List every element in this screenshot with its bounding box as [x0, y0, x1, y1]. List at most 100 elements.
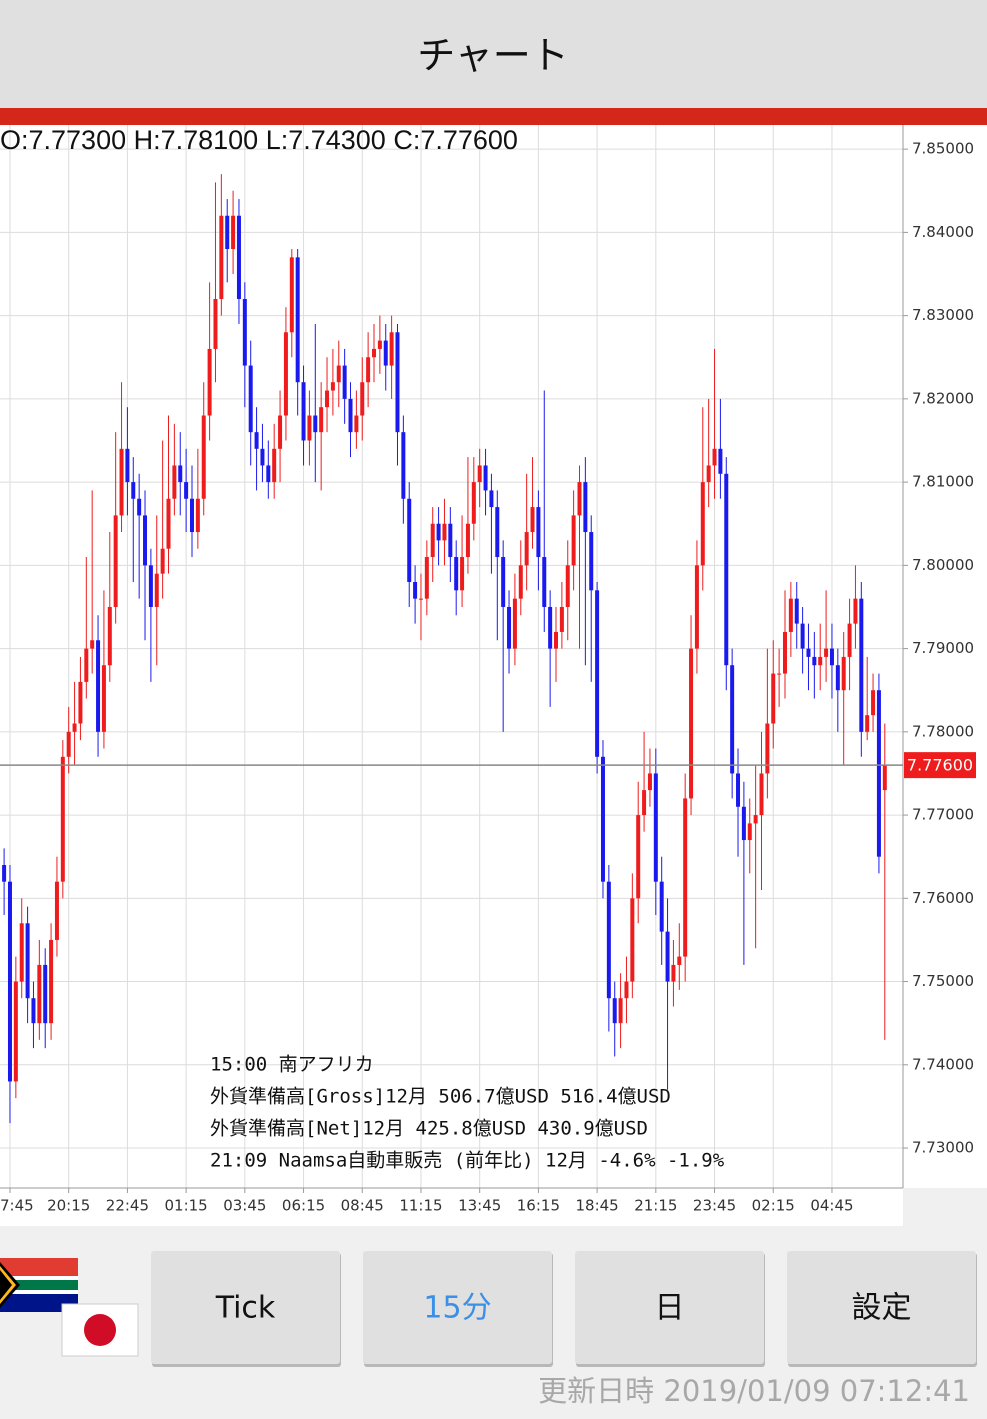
last-price-label: 7.77600 — [907, 756, 973, 775]
candles — [2, 174, 887, 1124]
tab-button[interactable]: 15分 — [363, 1251, 553, 1367]
button-label[interactable]: 15分 — [423, 1291, 491, 1326]
button-face[interactable] — [151, 1251, 340, 1364]
candle-body — [577, 482, 582, 516]
candle-body — [871, 690, 876, 716]
x-tick-label: 03:45 — [223, 1197, 266, 1215]
candle-body — [37, 964, 42, 1024]
candle-body — [336, 365, 341, 383]
candle-body — [231, 215, 236, 250]
y-tick-label: 7.73000 — [912, 1139, 974, 1157]
candle-body — [401, 432, 406, 499]
candle-body — [730, 665, 735, 774]
candle-body — [242, 298, 247, 366]
candle-body — [442, 523, 447, 541]
candle-body — [189, 498, 194, 533]
candle-body — [653, 773, 658, 882]
candle-body — [794, 598, 799, 624]
button-label[interactable]: Tick — [215, 1291, 276, 1326]
tab-button[interactable]: 設定 — [787, 1251, 977, 1367]
candle-body — [201, 415, 206, 499]
candle-body — [501, 557, 506, 607]
candle-body — [113, 515, 118, 607]
y-tick-label: 7.75000 — [912, 972, 974, 990]
candle-body — [465, 523, 470, 558]
button-face[interactable] — [575, 1251, 764, 1364]
candle-body — [777, 673, 782, 675]
x-tick-label: 04:45 — [810, 1197, 853, 1215]
candle-body — [418, 598, 423, 600]
candle-body — [765, 723, 770, 774]
candle-body — [301, 382, 306, 441]
candle-body — [753, 815, 758, 824]
tab-button[interactable]: Tick — [151, 1251, 341, 1367]
candle-body — [143, 515, 148, 566]
candle-body — [865, 715, 870, 732]
event-line: 15:00 南アフリカ — [210, 1054, 374, 1076]
event-line: 外貨準備高[Net]12月 425.8億USD 430.9億USD — [210, 1118, 648, 1140]
candle-body — [606, 881, 611, 999]
candle-body — [66, 731, 71, 757]
event-line: 外貨準備高[Gross]12月 506.7億USD 516.4億USD — [210, 1086, 671, 1108]
candle-body — [371, 348, 376, 358]
candle-body — [119, 448, 124, 516]
y-tick-label: 7.76000 — [912, 889, 974, 907]
candle-body — [319, 407, 324, 433]
candle-body — [219, 215, 224, 299]
button-label[interactable]: 設定 — [852, 1291, 912, 1326]
candle-body — [207, 348, 212, 416]
candle-body — [166, 498, 171, 549]
candle-body — [107, 606, 112, 666]
candle-body — [477, 465, 482, 483]
candle-body — [671, 964, 676, 982]
candle-body — [565, 565, 570, 607]
candle-body — [413, 581, 418, 599]
candle-body — [424, 557, 429, 599]
button-label[interactable]: 日 — [655, 1291, 685, 1326]
candle-body — [19, 923, 24, 982]
candle-body — [307, 415, 312, 441]
button-face[interactable] — [787, 1251, 976, 1364]
candle-body — [524, 532, 529, 566]
app-title: チャート — [417, 34, 569, 78]
button-face[interactable] — [363, 1251, 552, 1364]
candle-body — [548, 606, 553, 649]
candle-body — [530, 507, 535, 533]
candle-body — [31, 998, 36, 1024]
candle-body — [788, 598, 793, 632]
candle-body — [718, 448, 723, 474]
x-tick-label: 06:15 — [282, 1197, 325, 1215]
candle-body — [383, 340, 388, 366]
candle-body — [700, 482, 705, 566]
candle-body — [313, 415, 318, 433]
candle-body — [454, 557, 459, 591]
candle-body — [137, 498, 142, 516]
y-tick-label: 7.74000 — [912, 1055, 974, 1073]
candle-body — [366, 357, 371, 383]
candle-body — [689, 648, 694, 799]
candle-body — [436, 523, 441, 541]
candle-body — [13, 981, 18, 1082]
candle-body — [512, 598, 517, 649]
app-bar — [0, 0, 987, 108]
south-africa-flag — [0, 1258, 78, 1312]
y-tick-label: 7.79000 — [912, 639, 974, 657]
candle-body — [131, 482, 136, 499]
candle-body — [272, 448, 277, 483]
candle-body — [325, 390, 330, 408]
candle-body — [178, 465, 183, 483]
candle-body — [483, 465, 488, 491]
candle-body — [595, 590, 600, 757]
candle-body — [295, 257, 300, 383]
candle-body — [600, 756, 605, 882]
candle-body — [395, 332, 400, 433]
candle-body — [636, 815, 641, 899]
candle-body — [260, 448, 265, 466]
candle-body — [647, 773, 652, 791]
japan-flag — [61, 1303, 139, 1357]
x-tick-label: 13:45 — [458, 1197, 501, 1215]
candle-body — [759, 773, 764, 816]
tab-button[interactable]: 日 — [575, 1251, 765, 1367]
